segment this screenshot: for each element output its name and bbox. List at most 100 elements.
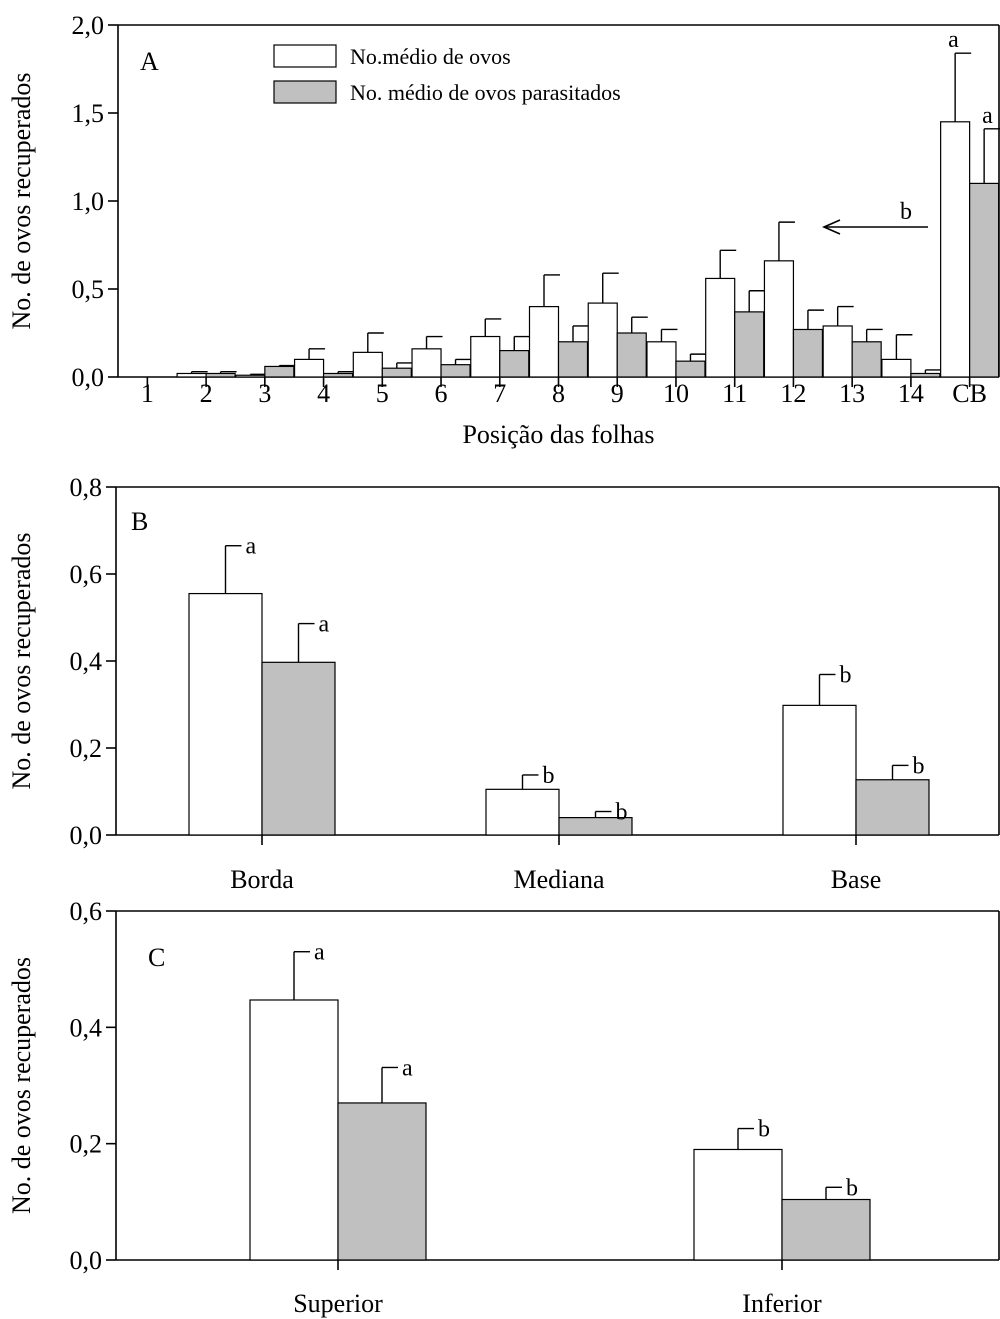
bar-eggs [881,358,912,378]
legend-swatch-eggs [273,44,337,68]
bar-parasitized [499,350,530,378]
bar-parasitized [264,365,295,378]
bar-parasitized [322,372,354,378]
panel-a: A No.médio de ovos No. médio de ovos par… [7,11,1000,449]
x-tick-label: 14 [898,379,924,408]
y-tick-label: 0,8 [70,473,103,502]
y-tick-label: 0,2 [70,1130,103,1159]
x-tick-label: 4 [317,379,330,408]
y-axis-title: No. de ovos recuperados [7,532,36,789]
y-tick-label: 0,0 [72,363,105,392]
bar-eggs [587,302,618,378]
significance-letter: b [840,662,852,688]
bar-eggs [249,999,339,1261]
significance-letter: a [319,612,330,638]
significance-letter: a [948,27,959,53]
bar-eggs [646,341,677,378]
bar-eggs [176,372,207,378]
x-tick-label: 2 [200,379,213,408]
significance-letter: b [758,1117,770,1143]
significance-letter: a [314,940,325,966]
y-tick-label: 0,6 [70,897,103,926]
y-tick-label: 0,2 [70,734,103,763]
bar-eggs [470,335,501,378]
x-tick-label: 9 [611,379,624,408]
annotation-arrow-head [822,219,841,235]
y-tick-label: 0,6 [70,560,103,589]
panel-b-letter: B [131,507,148,536]
bar-eggs [693,1148,783,1261]
bar-eggs [188,592,263,836]
y-tick-label: 0,4 [70,1013,103,1042]
bar-parasitized [910,372,941,378]
panel-a-letter: A [140,47,159,76]
significance-letter: b [846,1175,858,1201]
x-tick-label: Borda [230,865,294,894]
x-tick-label: Inferior [742,1289,822,1318]
x-tick-label: 13 [839,379,865,408]
bar-parasitized [557,341,589,378]
x-axis-title: Posição das folhas [462,420,654,449]
bar-eggs [485,788,560,836]
y-axis-title: No. de ovos recuperados [7,957,36,1214]
bar-eggs [782,704,857,836]
bar-eggs [822,325,853,378]
x-tick-label: Superior [293,1289,383,1318]
x-tick-label: 7 [493,379,506,408]
x-tick-label: 10 [663,379,689,408]
significance-letter: b [913,753,925,779]
significance-letter: a [246,534,257,560]
bar-parasitized [855,779,930,836]
y-tick-label: 0,0 [70,1246,103,1275]
bar-eggs [352,351,383,378]
x-tick-label: Mediana [514,865,605,894]
bar-parasitized [792,328,824,378]
significance-letter: b [616,800,628,826]
bar-eggs [763,260,795,378]
significance-letter: b [543,763,555,789]
bar-parasitized [781,1198,871,1261]
bar-eggs [705,277,736,378]
bar-eggs [940,121,971,378]
y-tick-label: 0,5 [72,275,105,304]
x-tick-label: 11 [722,379,747,408]
legend: No.médio de ovos No. médio de ovos paras… [273,44,621,105]
bar-eggs [235,374,266,378]
y-tick-label: 0,4 [70,647,103,676]
significance-letter: a [982,103,993,129]
x-tick-label: 3 [258,379,271,408]
x-tick-label: 5 [376,379,389,408]
legend-swatch-parasitized [273,80,337,104]
bar-parasitized [261,661,336,836]
x-tick-label: CB [952,379,987,408]
y-tick-label: 1,5 [72,99,105,128]
bar-eggs [293,358,325,378]
y-tick-label: 2,0 [72,11,105,40]
x-tick-label: 12 [780,379,806,408]
panel-c-letter: C [148,943,165,972]
y-tick-label: 1,0 [72,187,105,216]
bar-parasitized [337,1102,427,1261]
bar-parasitized [381,367,412,378]
annotation-text: b [900,199,912,225]
annotation-b-arrow: b [822,199,928,235]
bar-parasitized [205,372,236,378]
x-tick-label: 1 [141,379,154,408]
legend-label-eggs: No.médio de ovos [350,44,511,69]
bar-eggs [411,348,442,378]
y-axis-title: No. de ovos recuperados [7,72,36,329]
y-tick-label: 0,0 [70,821,103,850]
bar-parasitized [851,341,882,378]
bar-eggs [528,306,560,378]
panel-c: C 0,0 0,2 0,4 0,6 No. de ovos recuperados Sup… [7,897,1000,1318]
x-tick-label: 8 [552,379,565,408]
x-tick-label: 6 [435,379,448,408]
bar-parasitized [440,364,471,378]
legend-label-parasitized: No. médio de ovos parasitados [350,80,621,105]
x-tick-label: Base [831,865,882,894]
significance-letter: a [402,1055,413,1081]
bar-parasitized [734,311,765,378]
bar-parasitized [616,332,647,378]
bar-parasitized [969,182,1000,378]
